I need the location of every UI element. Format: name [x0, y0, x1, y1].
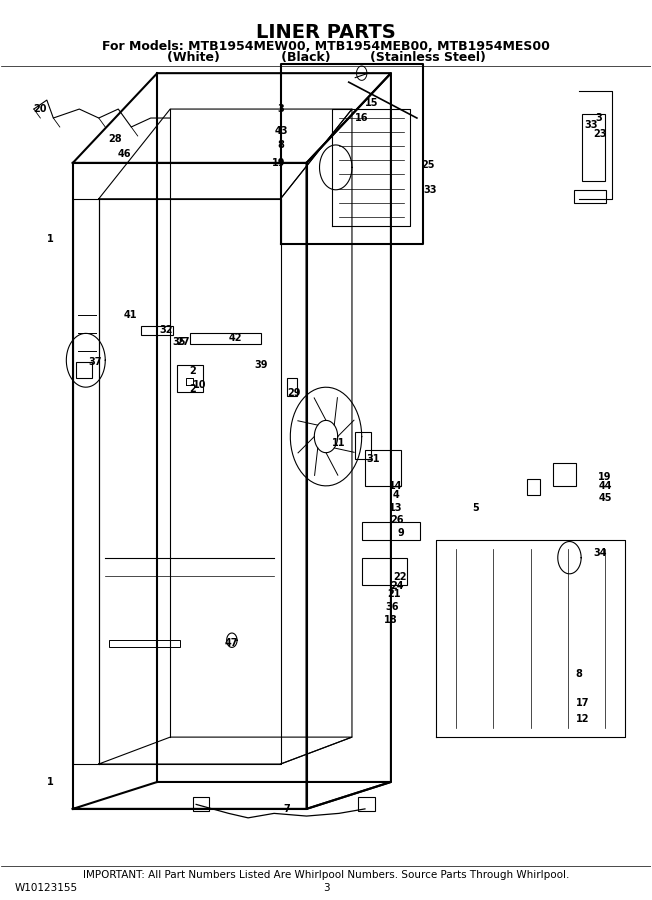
Bar	[362, 558, 407, 585]
Bar	[359, 797, 375, 811]
Text: 22: 22	[393, 572, 407, 582]
Bar	[554, 464, 576, 486]
Bar	[287, 378, 297, 396]
Text: 11: 11	[333, 437, 346, 448]
Bar	[76, 362, 93, 378]
Text: 19: 19	[599, 472, 612, 482]
Text: 21: 21	[387, 589, 400, 598]
Text: 33: 33	[584, 121, 598, 130]
Text: 41: 41	[123, 310, 137, 320]
Text: 34: 34	[594, 548, 608, 558]
Text: IMPORTANT: All Part Numbers Listed Are Whirlpool Numbers. Source Parts Through W: IMPORTANT: All Part Numbers Listed Are W…	[83, 870, 569, 880]
Text: 28: 28	[108, 134, 122, 144]
Bar	[582, 113, 605, 181]
Bar	[365, 450, 401, 486]
Text: 16: 16	[355, 113, 368, 123]
Bar	[362, 522, 420, 540]
Text: 42: 42	[228, 333, 242, 343]
Text: 25: 25	[421, 159, 435, 170]
Bar	[108, 640, 180, 647]
Text: 3: 3	[323, 883, 329, 893]
Text: 44: 44	[599, 481, 612, 491]
Text: 4: 4	[393, 490, 400, 500]
Bar	[141, 326, 173, 335]
Bar	[355, 432, 372, 459]
Text: 31: 31	[366, 454, 379, 464]
Text: 5: 5	[472, 503, 479, 513]
Text: 20: 20	[34, 104, 47, 114]
Text: 29: 29	[287, 389, 301, 399]
Text: 27: 27	[177, 338, 190, 347]
Text: 3: 3	[277, 104, 284, 114]
Text: 1: 1	[47, 777, 53, 787]
Text: 36: 36	[385, 602, 399, 612]
Bar	[527, 479, 541, 495]
Text: 13: 13	[389, 503, 403, 513]
Text: 24: 24	[391, 581, 404, 591]
Text: 47: 47	[225, 638, 239, 648]
Text: 33: 33	[423, 184, 437, 194]
Text: 35: 35	[173, 338, 186, 347]
Text: 18: 18	[384, 616, 398, 625]
Text: 17: 17	[576, 698, 589, 708]
Text: 12: 12	[576, 715, 589, 724]
Bar	[574, 190, 606, 203]
Text: 19: 19	[272, 158, 286, 168]
Text: 2: 2	[190, 366, 196, 376]
Text: 3: 3	[595, 113, 602, 123]
Text: (White)              (Black)         (Stainless Steel): (White) (Black) (Stainless Steel)	[166, 50, 486, 64]
Text: 8: 8	[576, 670, 583, 680]
Bar	[190, 333, 261, 344]
Text: 23: 23	[593, 130, 607, 140]
Bar	[177, 364, 203, 392]
Text: W10123155: W10123155	[14, 883, 78, 893]
Text: 26: 26	[391, 515, 404, 525]
Text: 2: 2	[190, 384, 196, 394]
Text: 37: 37	[89, 357, 102, 367]
Text: 10: 10	[192, 380, 206, 390]
Text: 7: 7	[284, 804, 290, 814]
Text: 32: 32	[160, 325, 173, 335]
Text: For Models: MTB1954MEW00, MTB1954MEB00, MTB1954MES00: For Models: MTB1954MEW00, MTB1954MEB00, …	[102, 40, 550, 53]
Text: 1: 1	[47, 234, 53, 244]
Text: 15: 15	[364, 98, 378, 108]
Text: 43: 43	[275, 127, 289, 137]
Text: 46: 46	[118, 148, 132, 159]
Text: 9: 9	[397, 528, 404, 538]
Text: LINER PARTS: LINER PARTS	[256, 23, 396, 42]
Bar	[193, 797, 209, 811]
Text: 8: 8	[277, 140, 284, 150]
Text: 45: 45	[599, 492, 612, 502]
Text: 14: 14	[389, 481, 403, 491]
Text: 39: 39	[254, 360, 268, 370]
